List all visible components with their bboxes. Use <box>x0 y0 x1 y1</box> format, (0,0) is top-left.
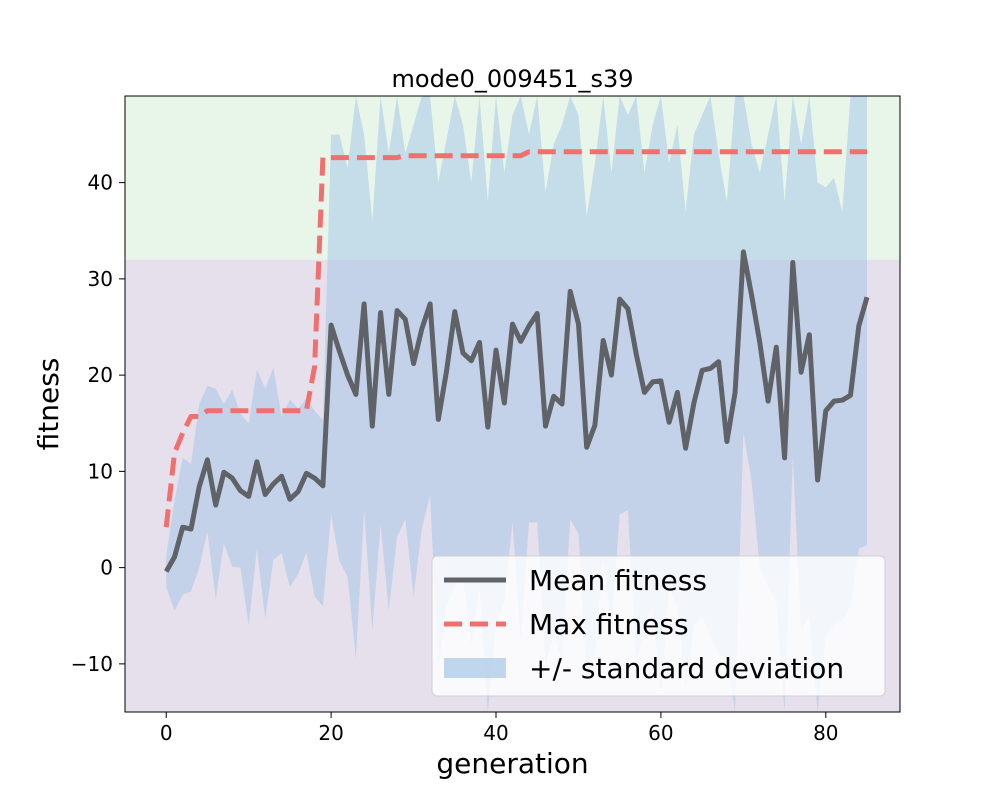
y-tick-label: 10 <box>88 459 113 483</box>
series-lines <box>163 149 870 573</box>
y-tick-label: 0 <box>100 556 113 580</box>
x-axis-title: generation <box>436 747 588 780</box>
y-tick-label: 30 <box>88 267 113 291</box>
max-fitness-line <box>163 149 867 528</box>
y-tick-label: 40 <box>88 171 113 195</box>
legend: Mean fitness Max fitness +/- standard devi… <box>431 555 886 697</box>
chart-title: mode0_009451_s39 <box>392 65 634 93</box>
y-tick-label: −10 <box>71 652 113 676</box>
legend-label: Max fitness <box>529 608 689 641</box>
y-tick-label: 20 <box>88 363 113 387</box>
legend-box <box>431 555 886 697</box>
x-tick-label: 20 <box>318 721 343 745</box>
legend-swatch-std <box>444 658 506 678</box>
legend-label: +/- standard deviation <box>529 652 844 685</box>
x-tick-label: 60 <box>648 721 673 745</box>
y-axis-title: fitness <box>32 358 65 451</box>
mean-fitness-line <box>164 249 870 573</box>
x-tick-label: 40 <box>483 721 508 745</box>
x-tick-label: 0 <box>160 721 173 745</box>
legend-label: Mean fitness <box>529 564 707 597</box>
x-tick-label: 80 <box>813 721 838 745</box>
x-axis-ticks: 0 20 40 60 80 <box>160 712 839 745</box>
y-axis-ticks: −10 0 10 20 30 40 <box>71 171 125 676</box>
plot-frame <box>124 95 901 713</box>
